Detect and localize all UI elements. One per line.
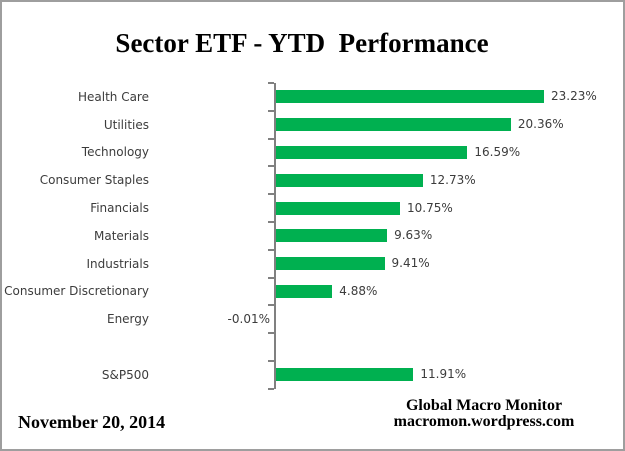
source-attribution: Global Macro Monitor macromon.wordpress.… <box>384 398 584 430</box>
category-label: Technology <box>81 145 149 160</box>
y-axis-line <box>274 83 276 389</box>
source-name: Global Macro Monitor <box>405 397 563 414</box>
axis-tick <box>268 332 274 335</box>
bar-value-label: 12.73% <box>429 172 476 187</box>
category-label: Utilities <box>103 117 149 132</box>
axis-tick <box>268 221 274 223</box>
bar-value-label: 9.41% <box>391 256 430 271</box>
axis-tick <box>268 165 274 168</box>
category-label: Consumer Staples <box>39 173 149 188</box>
bar-value-label: 23.23% <box>551 89 597 104</box>
bar <box>276 257 385 271</box>
bar <box>276 229 388 243</box>
bar-value-label: 10.75% <box>407 200 453 215</box>
category-label: Materials <box>93 228 149 243</box>
category-label: Financials <box>90 201 149 216</box>
bar-value-label: 9.63% <box>394 228 433 243</box>
axis-tick <box>268 248 274 251</box>
bar-value-label: 20.36% <box>517 117 564 132</box>
axis-tick <box>268 82 274 84</box>
axis-tick <box>268 137 274 140</box>
category-spacer <box>2 333 149 361</box>
bar-value-label: -0.01% <box>227 311 270 326</box>
category-label: Energy <box>106 312 149 327</box>
category-label: Consumer Discretionary <box>4 284 149 299</box>
bar <box>276 90 544 104</box>
category-label: S&P500 <box>101 367 149 382</box>
bar <box>276 173 423 187</box>
source-url: macromon.wordpress.com <box>393 413 575 430</box>
bar <box>276 201 401 215</box>
axis-tick <box>268 304 274 307</box>
axis-tick <box>268 360 274 362</box>
bar-value-label: 16.59% <box>474 145 521 159</box>
date-label: November 20, 2014 <box>18 412 166 432</box>
bar-value-label: 11.91% <box>420 367 467 382</box>
chart-title: Sector ETF - YTD Performance <box>115 28 489 58</box>
axis-tick <box>268 109 274 112</box>
axis-tick <box>268 276 274 279</box>
category-label: Health Care <box>77 89 149 104</box>
bar <box>276 368 414 382</box>
category-label: Industrials <box>86 256 149 271</box>
bar <box>276 285 333 298</box>
axis-tick <box>268 193 274 196</box>
category-axis-labels: Health Care Utilities Technology Consumer S… <box>2 83 149 389</box>
bar <box>276 146 468 159</box>
axis-tick <box>268 387 274 390</box>
bar-value-label: 4.88% <box>339 284 378 298</box>
bar <box>276 118 511 132</box>
